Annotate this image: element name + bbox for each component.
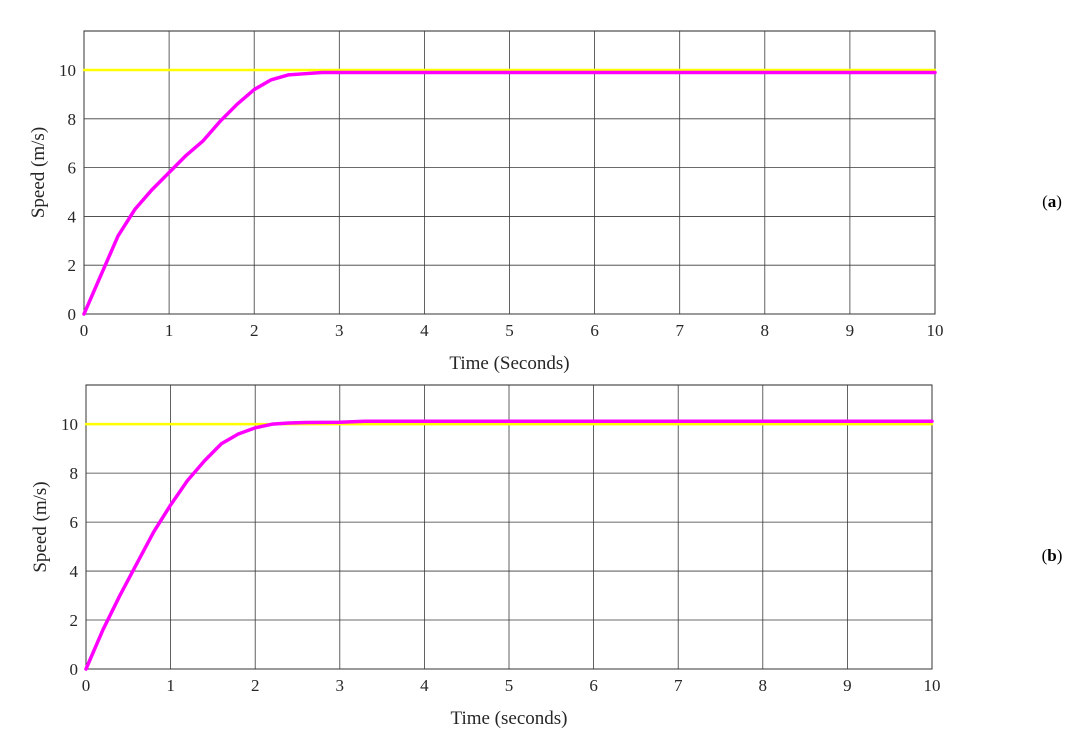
x-tick-label: 2 <box>251 676 260 695</box>
x-tick-label: 4 <box>420 676 429 695</box>
actual-speed-line <box>82 70 937 316</box>
x-tick-label: 9 <box>846 321 855 340</box>
panel-label: (b) <box>1042 546 1063 565</box>
y-tick-label: 8 <box>68 110 77 129</box>
x-tick-label: 3 <box>335 321 344 340</box>
panel-letter: a <box>1048 192 1057 211</box>
x-tick-label: 10 <box>927 321 944 340</box>
y-tick-label: 4 <box>70 562 79 581</box>
x-tick-label: 0 <box>82 676 91 695</box>
series-layer <box>84 419 934 671</box>
x-tick-label: 8 <box>761 321 770 340</box>
x-tick-label: 8 <box>759 676 768 695</box>
grid <box>83 31 936 315</box>
y-tick-label: 4 <box>68 207 77 226</box>
y-tick-label: 2 <box>68 256 77 275</box>
series-layer <box>82 68 937 316</box>
x-tick-label: 0 <box>80 321 89 340</box>
x-axis-label: Time (seconds) <box>451 708 568 729</box>
y-tick-label: 0 <box>70 660 79 679</box>
x-tick-label: 1 <box>166 676 175 695</box>
y-axis-label: Speed (m/s) <box>28 127 49 218</box>
chart-panel-b: 0 1 2 3 4 5 6 7 8 9 10 0 2 4 6 8 10 Time (seconds) Speed… <box>30 384 1063 729</box>
x-tick-label: 6 <box>589 676 598 695</box>
actual-speed-line <box>84 419 934 671</box>
x-tick-label: 6 <box>590 321 599 340</box>
x-tick-label: 7 <box>674 676 683 695</box>
y-tick-label: 6 <box>70 513 79 532</box>
y-tick-label: 0 <box>68 305 77 324</box>
x-tick-label: 5 <box>505 321 514 340</box>
x-tick-label: 5 <box>505 676 514 695</box>
y-axis-label: Speed (m/s) <box>30 481 51 572</box>
x-tick-label: 7 <box>675 321 684 340</box>
panel-letter: b <box>1047 546 1056 565</box>
y-tick-label: 8 <box>70 464 79 483</box>
tick-labels: 0 1 2 3 4 5 6 7 8 9 10 0 2 4 6 8 10 <box>61 415 941 695</box>
y-tick-label: 6 <box>68 159 77 178</box>
x-axis-label: Time (Seconds) <box>449 353 569 374</box>
x-tick-label: 3 <box>336 676 345 695</box>
x-tick-label: 2 <box>250 321 259 340</box>
tick-labels: 0 1 2 3 4 5 6 7 8 9 10 0 2 4 6 8 10 <box>59 61 944 340</box>
x-tick-label: 10 <box>924 676 941 695</box>
x-tick-label: 1 <box>165 321 174 340</box>
y-tick-label: 10 <box>59 61 76 80</box>
panel-label: (a) <box>1042 192 1062 211</box>
x-tick-label: 4 <box>420 321 429 340</box>
y-tick-label: 2 <box>70 611 79 630</box>
chart-panel-a: 0 1 2 3 4 5 6 7 8 9 10 0 2 4 6 8 10 Time (Seconds) Speed… <box>28 30 1062 374</box>
y-tick-label: 10 <box>61 415 78 434</box>
x-tick-label: 9 <box>843 676 852 695</box>
